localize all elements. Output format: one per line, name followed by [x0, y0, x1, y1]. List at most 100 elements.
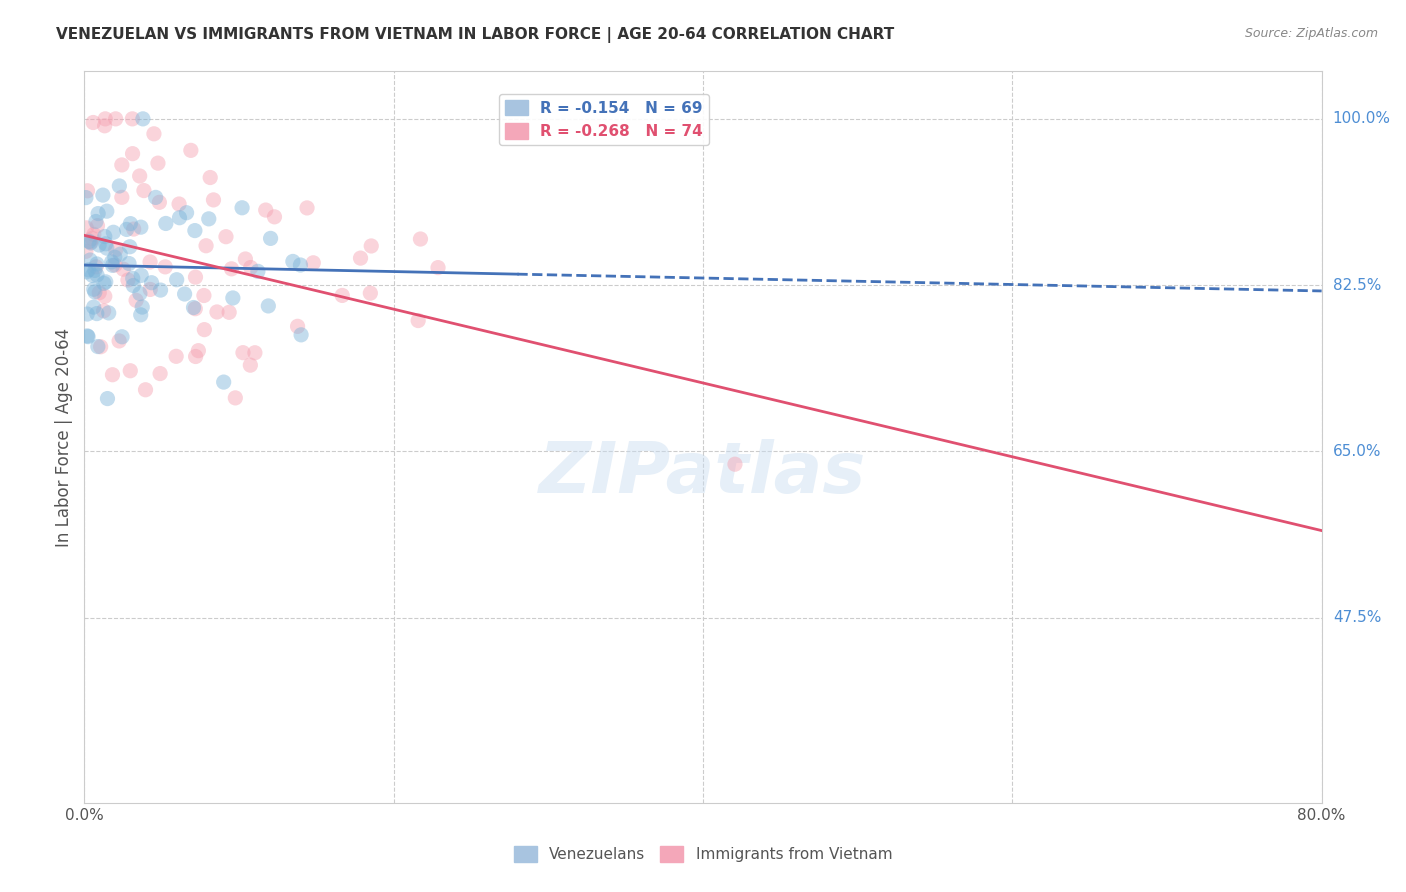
Point	[129, 220, 152, 235]
Point	[77, 235, 100, 249]
Point	[183, 301, 205, 315]
Point	[232, 345, 254, 359]
Point	[139, 255, 162, 269]
Point	[86, 268, 108, 282]
Text: 47.5%: 47.5%	[1333, 610, 1381, 625]
Point	[406, 313, 429, 327]
Point	[77, 262, 100, 277]
Point	[218, 305, 240, 319]
Point	[349, 251, 371, 265]
Point	[239, 260, 262, 275]
Point	[86, 257, 108, 271]
Point	[96, 392, 118, 406]
Point	[212, 375, 235, 389]
Point	[77, 329, 100, 343]
Point	[257, 299, 280, 313]
Point	[94, 112, 117, 126]
Point	[111, 158, 134, 172]
Point	[409, 232, 432, 246]
Point	[129, 308, 152, 322]
Point	[263, 210, 285, 224]
Point	[427, 260, 450, 275]
Point	[100, 255, 122, 269]
Point	[75, 220, 97, 235]
Y-axis label: In Labor Force | Age 20-64: In Labor Force | Age 20-64	[55, 327, 73, 547]
Text: Source: ZipAtlas.com: Source: ZipAtlas.com	[1244, 27, 1378, 40]
Point	[96, 204, 118, 219]
Point	[132, 112, 155, 126]
Point	[128, 169, 150, 183]
Point	[80, 235, 103, 250]
Point	[104, 112, 127, 126]
Point	[76, 184, 98, 198]
Point	[83, 282, 105, 296]
Point	[75, 244, 97, 259]
Point	[122, 278, 145, 293]
Point	[76, 329, 98, 343]
Point	[115, 222, 138, 236]
Point	[145, 190, 167, 204]
Point	[83, 300, 105, 314]
Text: VENEZUELAN VS IMMIGRANTS FROM VIETNAM IN LABOR FORCE | AGE 20-64 CORRELATION CHA: VENEZUELAN VS IMMIGRANTS FROM VIETNAM IN…	[56, 27, 894, 43]
Point	[193, 323, 215, 337]
Point	[197, 211, 219, 226]
Point	[187, 343, 209, 358]
Point	[108, 178, 131, 193]
Point	[193, 288, 215, 302]
Point	[83, 263, 105, 277]
Point	[287, 319, 309, 334]
Point	[180, 144, 202, 158]
Point	[142, 127, 165, 141]
Point	[231, 201, 253, 215]
Point	[139, 282, 162, 296]
Point	[243, 345, 266, 359]
Point	[83, 285, 105, 299]
Point	[281, 254, 304, 268]
Point	[302, 256, 325, 270]
Point	[184, 350, 207, 364]
Point	[87, 206, 110, 220]
Point	[360, 239, 382, 253]
Point	[134, 383, 156, 397]
Point	[125, 293, 148, 308]
Point	[254, 202, 277, 217]
Point	[94, 289, 117, 303]
Point	[84, 260, 107, 274]
Point	[101, 258, 124, 272]
Point	[112, 262, 135, 277]
Point	[93, 277, 115, 291]
Point	[330, 288, 353, 302]
Point	[104, 258, 127, 272]
Point	[87, 340, 110, 354]
Point	[94, 236, 117, 251]
Point	[110, 247, 132, 261]
Point	[111, 190, 134, 204]
Point	[117, 273, 139, 287]
Point	[359, 286, 381, 301]
Point	[131, 300, 153, 314]
Point	[290, 258, 312, 272]
Point	[120, 364, 142, 378]
Text: 100.0%: 100.0%	[1333, 112, 1391, 127]
Point	[184, 301, 207, 316]
Point	[132, 184, 155, 198]
Point	[149, 283, 172, 297]
Point	[82, 115, 104, 129]
Point	[129, 268, 152, 283]
Point	[222, 291, 245, 305]
Point	[166, 273, 188, 287]
Point	[149, 367, 172, 381]
Point	[79, 235, 101, 249]
Point	[91, 188, 114, 202]
Point	[82, 268, 104, 283]
Point	[173, 287, 195, 301]
Point	[200, 170, 222, 185]
Point	[97, 306, 120, 320]
Point	[82, 231, 104, 245]
Point	[76, 265, 98, 279]
Point	[108, 334, 131, 348]
Point	[202, 193, 225, 207]
Point	[167, 197, 190, 211]
Point	[724, 457, 747, 471]
Point	[79, 253, 101, 268]
